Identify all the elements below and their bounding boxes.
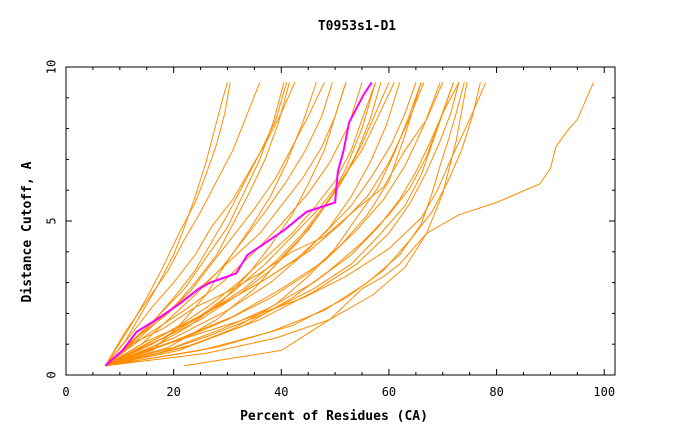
model-line-26 [105, 82, 460, 367]
model-line-20 [104, 82, 261, 367]
axis-ticks: 0 20 40 60 80 100 0 5 10 [45, 60, 616, 399]
model-line-32 [105, 82, 401, 367]
model-line-9 [105, 82, 460, 367]
y-tick-label: 10 [45, 60, 59, 74]
model-line-17 [105, 82, 465, 367]
model-line-13 [105, 82, 454, 367]
x-tick-label: 100 [593, 385, 615, 399]
model-line-6 [105, 82, 454, 367]
y-axis-label: Distance Cutoff, A [20, 161, 35, 302]
model-line-8 [105, 82, 417, 367]
model-line-1 [105, 82, 487, 367]
model-line-15 [105, 82, 363, 367]
model-line-22 [105, 82, 382, 367]
model-line-5 [105, 82, 376, 367]
model-line-2 [104, 82, 444, 367]
model-line-28 [105, 82, 425, 367]
chart-title: T0953s1-D1 [318, 19, 396, 34]
x-tick-label: 20 [166, 385, 180, 399]
model-line-25 [105, 82, 347, 367]
model-line-3 [104, 82, 228, 367]
y-tick-label: 5 [45, 217, 59, 224]
model-line-29 [105, 82, 422, 367]
x-tick-label: 60 [382, 385, 396, 399]
model-line-14 [105, 82, 390, 367]
x-axis-label: Percent of Residues (CA) [240, 409, 428, 424]
model-line-12 [104, 82, 290, 367]
model-line-7 [105, 82, 333, 367]
x-tick-label: 40 [274, 385, 288, 399]
model-line-23 [104, 82, 325, 367]
x-tick-label: 0 [62, 385, 69, 399]
model-line-10 [104, 82, 296, 367]
x-tick-label: 80 [489, 385, 503, 399]
model-line-33 [105, 82, 468, 367]
model-line-30 [105, 82, 481, 367]
y-tick-label: 0 [45, 371, 59, 378]
model-line-4 [104, 82, 231, 367]
model-line-34 [184, 82, 594, 367]
model-line-27 [104, 82, 285, 367]
highlighted-model-line [104, 81, 373, 367]
plot-lines [104, 81, 594, 367]
model-line-31 [104, 82, 288, 367]
